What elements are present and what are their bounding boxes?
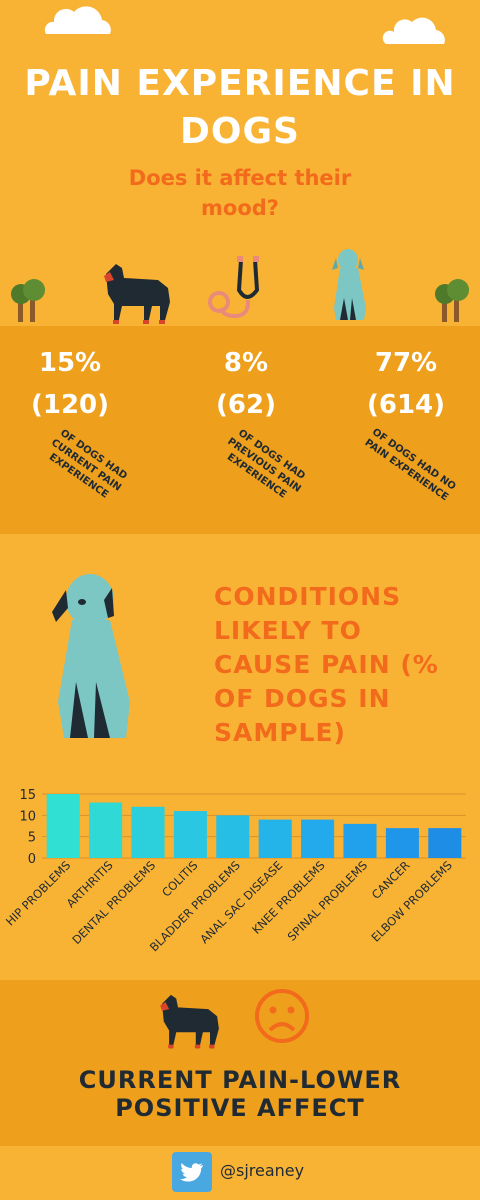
page-title-line2: DOGS xyxy=(180,111,300,152)
conditions-title: CONDITIONS LIKELY TO CAUSE PAIN (% OF DO… xyxy=(214,582,439,747)
twitter-handle-link[interactable]: @sjreaney xyxy=(168,1150,348,1194)
bar xyxy=(173,811,207,858)
rottweiler-icon xyxy=(160,994,219,1049)
twitter-handle: @sjreaney xyxy=(220,1161,305,1180)
y-tick-label: 15 xyxy=(19,788,36,803)
cloud-icon xyxy=(382,17,445,44)
stat-count: (614) xyxy=(366,390,446,420)
twitter-icon xyxy=(172,1152,212,1192)
conclusion-line1: CURRENT PAIN-LOWER xyxy=(78,1066,402,1094)
stat-percent: 77% xyxy=(374,348,438,378)
stethoscope-icon xyxy=(208,256,260,319)
x-tick-label: ELBOW PROBLEMS xyxy=(369,858,455,944)
stat-count: (62) xyxy=(216,390,276,420)
bar xyxy=(46,794,80,858)
rottweiler-icon xyxy=(104,264,170,324)
x-tick-label: COLITIS xyxy=(159,858,200,899)
sitting-dog-icon xyxy=(52,574,130,738)
bar xyxy=(301,819,335,858)
page-subtitle-line2: mood? xyxy=(201,196,279,220)
stat-percent: 8% xyxy=(223,348,269,378)
cloud-icon xyxy=(44,6,111,34)
page-title: PAIN EXPERIENCE IN xyxy=(24,63,456,104)
tree-icon xyxy=(435,279,469,322)
y-tick-label: 10 xyxy=(19,809,36,824)
sad-face-icon xyxy=(255,989,309,1043)
x-tick-label: CANCER xyxy=(369,858,413,902)
stats-band xyxy=(0,326,480,534)
bar xyxy=(131,806,165,858)
tree-icon xyxy=(11,279,45,322)
x-tick-label: DENTAL PROBLEMS xyxy=(69,858,158,947)
y-tick-label: 5 xyxy=(28,831,36,846)
bar xyxy=(385,828,419,858)
stat-count: (120) xyxy=(30,390,110,420)
y-tick-label: 0 xyxy=(28,852,36,867)
conclusion-band xyxy=(0,980,480,1146)
bar xyxy=(258,819,292,858)
page-subtitle: Does it affect their xyxy=(128,166,352,190)
stat-percent: 15% xyxy=(38,348,102,378)
bar xyxy=(343,823,377,858)
x-tick-label: ANAL SAC DISEASE xyxy=(197,858,285,946)
x-tick-label: HIP PROBLEMS xyxy=(3,858,73,928)
x-tick-label: SPINAL PROBLEMS xyxy=(285,858,371,944)
sitting-dog-icon xyxy=(332,249,366,320)
bar xyxy=(428,828,462,858)
x-tick-label: KNEE PROBLEMS xyxy=(249,858,328,937)
bar xyxy=(216,815,250,858)
bar xyxy=(89,802,123,858)
conclusion-line2: POSITIVE AFFECT xyxy=(115,1094,365,1122)
